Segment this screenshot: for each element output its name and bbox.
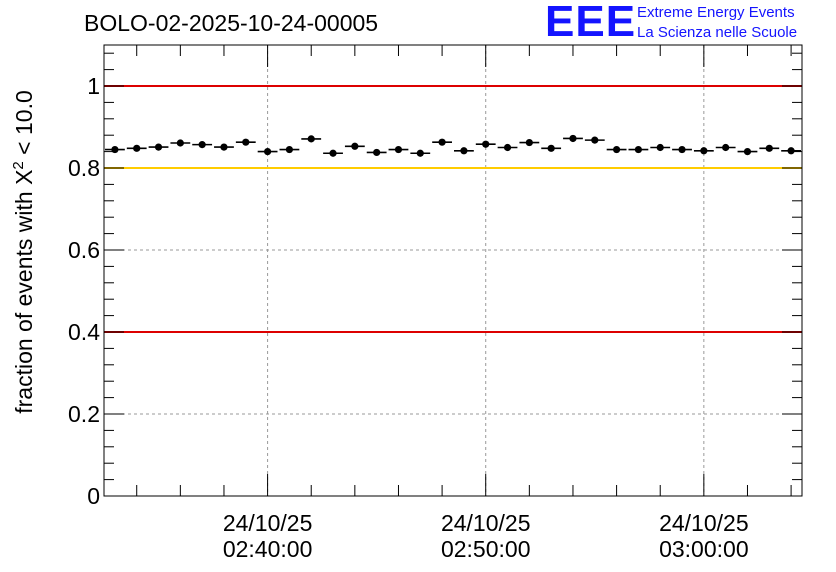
data-point — [700, 147, 708, 155]
data-point — [351, 142, 359, 150]
data-point — [569, 134, 577, 143]
data-point — [154, 143, 163, 151]
data-point — [678, 145, 686, 154]
data-point — [460, 147, 468, 155]
logo-tagline-2: La Scienza nelle Scuole — [637, 24, 798, 41]
run-title: BOLO-02-2025-10-24-00005 — [84, 10, 379, 36]
data-point — [220, 143, 228, 151]
data-point — [591, 136, 599, 144]
data-point — [307, 135, 315, 143]
data-point — [198, 141, 206, 149]
x-tick-time-label: 02:40:00 — [223, 536, 313, 562]
y-tick-label: 0.2 — [68, 401, 100, 427]
data-point — [722, 143, 730, 152]
y-tick-label: 0.4 — [68, 319, 100, 345]
x-tick-date-label: 24/10/25 — [441, 510, 531, 536]
data-point — [242, 138, 250, 146]
data-point — [285, 145, 294, 154]
data-point — [634, 145, 643, 154]
x-tick-date-label: 24/10/25 — [659, 510, 749, 536]
plot-frame — [103, 44, 803, 497]
data-point — [176, 139, 184, 147]
data-point — [525, 138, 533, 147]
x-tick-time-label: 02:50:00 — [441, 536, 531, 562]
y-label-prefix: fraction of events with — [10, 184, 37, 414]
y-tick-label: 0.8 — [68, 155, 100, 181]
data-point — [111, 145, 119, 154]
eee-logo: EEE Extreme Energy Events La Scienza nel… — [545, 0, 835, 46]
logo-mark: EEE — [545, 0, 637, 46]
y-tick-label: 1 — [87, 73, 100, 99]
data-point — [394, 145, 403, 154]
y-label-suffix: < 10.0 — [10, 90, 37, 162]
data-point — [438, 138, 446, 146]
data-point — [482, 140, 490, 148]
logo-tagline-1: Extreme Energy Events — [637, 4, 795, 21]
y-label-symbol: X — [10, 169, 37, 185]
data-point — [787, 147, 795, 155]
y-label-superscript: 2 — [10, 161, 28, 170]
data-point — [329, 149, 337, 157]
data-point — [373, 148, 381, 157]
data-point — [656, 143, 664, 152]
x-tick-time-label: 03:00:00 — [659, 536, 749, 562]
y-tick-label: 0.6 — [68, 237, 100, 263]
data-point — [263, 148, 272, 156]
data-point — [416, 149, 424, 157]
x-tick-date-label: 24/10/25 — [223, 510, 313, 536]
data-point — [612, 145, 621, 154]
data-point — [765, 144, 773, 152]
data-point — [743, 148, 752, 156]
data-point — [503, 143, 512, 152]
y-tick-label: 0 — [87, 483, 100, 509]
data-point — [133, 144, 141, 152]
data-point — [547, 144, 555, 152]
